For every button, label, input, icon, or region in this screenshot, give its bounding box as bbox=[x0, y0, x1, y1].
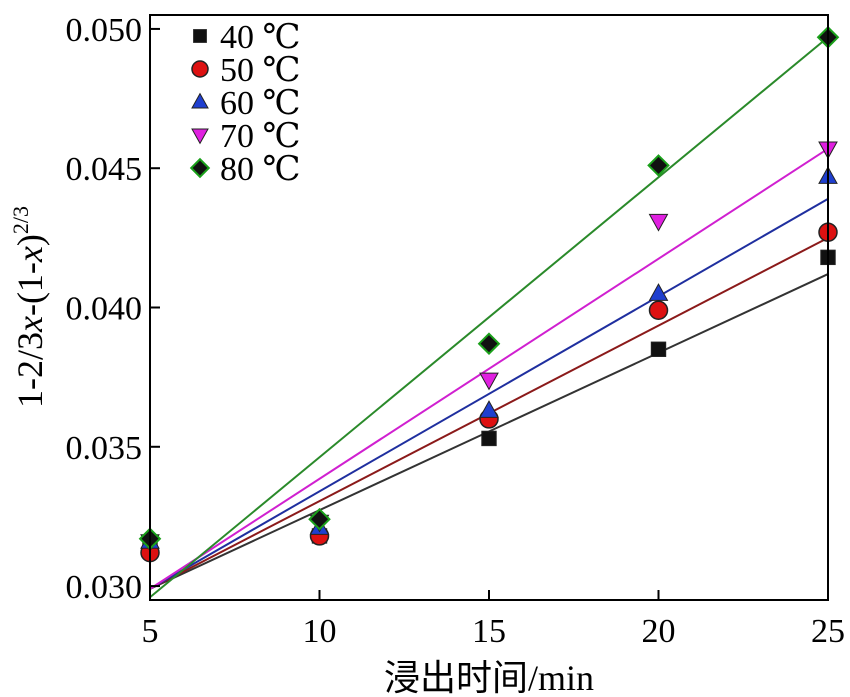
legend-label: 70 ℃ bbox=[220, 118, 301, 155]
data-point bbox=[481, 430, 497, 447]
y-axis-label-part: 2/3 bbox=[8, 206, 33, 234]
data-point bbox=[477, 332, 501, 356]
data-point bbox=[308, 507, 331, 531]
y-axis-label-part: ) bbox=[10, 234, 50, 246]
y-axis-ticks: 0.030 0.035 0.040 0.045 0.050 bbox=[66, 12, 160, 606]
x-axis-ticks: 5 10 15 20 25 bbox=[142, 590, 845, 650]
x-tick-label: 20 bbox=[642, 613, 676, 650]
fit-line bbox=[149, 197, 829, 590]
legend: 40 ℃50 ℃60 ℃70 ℃80 ℃ bbox=[189, 19, 301, 188]
data-point bbox=[647, 154, 670, 177]
fit-lines bbox=[149, 36, 829, 598]
legend-label: 80 ℃ bbox=[220, 151, 301, 188]
y-tick-label: 0.035 bbox=[66, 430, 143, 467]
legend-marker bbox=[191, 92, 209, 109]
x-tick-label: 25 bbox=[811, 613, 845, 650]
legend-marker bbox=[191, 60, 209, 78]
data-point bbox=[479, 400, 499, 418]
data-point bbox=[648, 300, 669, 321]
y-tick-label: 0.045 bbox=[66, 151, 143, 188]
legend-marker bbox=[191, 128, 209, 145]
y-tick-label: 0.030 bbox=[66, 569, 143, 606]
legend-label: 40 ℃ bbox=[220, 19, 301, 56]
legend-marker bbox=[193, 29, 207, 43]
x-tick-label: 5 bbox=[142, 613, 159, 650]
legend-label: 50 ℃ bbox=[220, 52, 301, 89]
fit-line bbox=[149, 36, 829, 598]
x-tick-label: 10 bbox=[303, 613, 337, 650]
y-axis-label-part: 1-2/3 bbox=[10, 332, 50, 408]
y-axis-label-part: x bbox=[10, 316, 50, 333]
x-tick-label: 15 bbox=[472, 613, 506, 650]
data-point bbox=[648, 283, 669, 301]
x-axis-label: 浸出时间/min bbox=[384, 658, 594, 697]
data-point bbox=[650, 341, 667, 357]
legend-marker bbox=[189, 157, 211, 179]
fit-line bbox=[149, 147, 829, 590]
legend-label: 60 ℃ bbox=[220, 85, 301, 122]
data-point bbox=[479, 372, 499, 391]
y-axis-label-part: -(1- bbox=[10, 262, 50, 316]
y-tick-label: 0.040 bbox=[66, 291, 143, 328]
y-axis-label: 1-2/3x-(1-x)2/3 bbox=[8, 206, 50, 408]
y-axis-label-part: x bbox=[10, 246, 50, 263]
data-point bbox=[648, 213, 669, 232]
y-tick-label: 0.050 bbox=[66, 12, 143, 49]
